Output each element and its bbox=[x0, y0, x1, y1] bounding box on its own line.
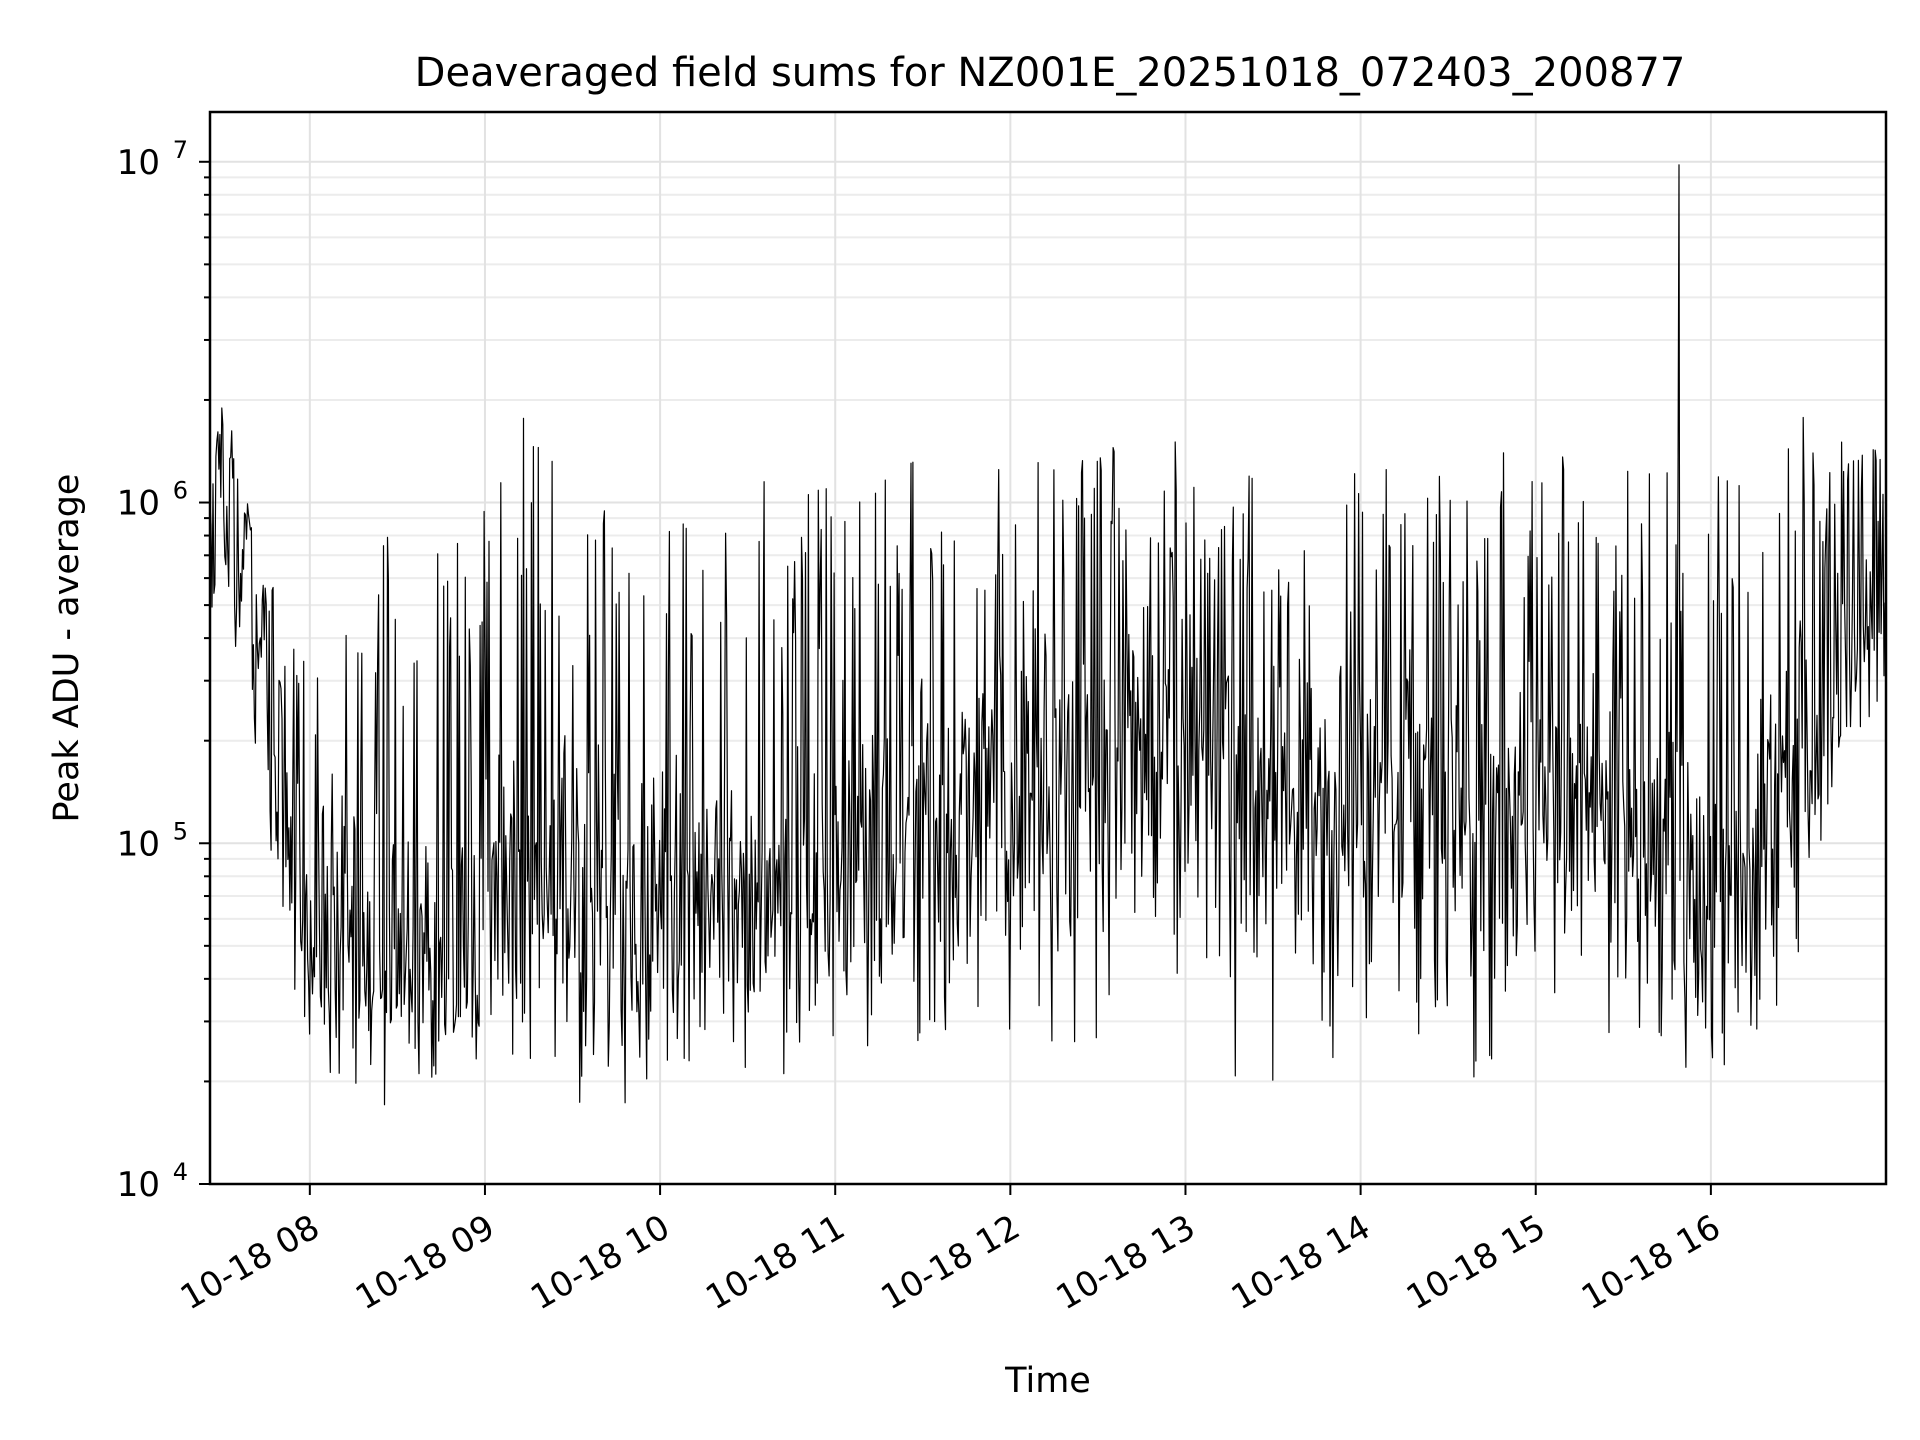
y-tick-label: 10 5 bbox=[117, 817, 188, 864]
y-tick-label: 10 4 bbox=[117, 1158, 188, 1205]
x-tick-label: 10-18 15 bbox=[1400, 1207, 1552, 1318]
y-axis-label: Peak ADU - average bbox=[47, 474, 87, 823]
x-tick-label: 10-18 12 bbox=[874, 1207, 1026, 1318]
x-tick-label: 10-18 10 bbox=[524, 1207, 676, 1318]
series-line bbox=[209, 164, 1887, 1106]
y-tick-exponent: 5 bbox=[173, 817, 188, 845]
plot-frame bbox=[208, 110, 1888, 1186]
x-axis-label: Time bbox=[1004, 1361, 1091, 1401]
x-tick-label: 10-18 11 bbox=[699, 1207, 851, 1318]
x-tick-label: 10-18 14 bbox=[1225, 1207, 1377, 1318]
y-tick-exponent: 4 bbox=[173, 1158, 188, 1186]
x-tick-label: 10-18 16 bbox=[1575, 1207, 1727, 1318]
y-tick-label: 10 7 bbox=[117, 136, 188, 183]
x-tick-label: 10-18 08 bbox=[174, 1207, 326, 1318]
y-tick-exponent: 7 bbox=[173, 136, 188, 164]
x-tick-label: 10-18 13 bbox=[1050, 1207, 1202, 1318]
x-tick-label: 10-18 09 bbox=[349, 1207, 501, 1318]
y-tick-exponent: 6 bbox=[173, 477, 188, 505]
chart-title: Deaveraged field sums for NZ001E_2025101… bbox=[415, 50, 1686, 96]
y-tick-label: 10 6 bbox=[117, 477, 188, 524]
